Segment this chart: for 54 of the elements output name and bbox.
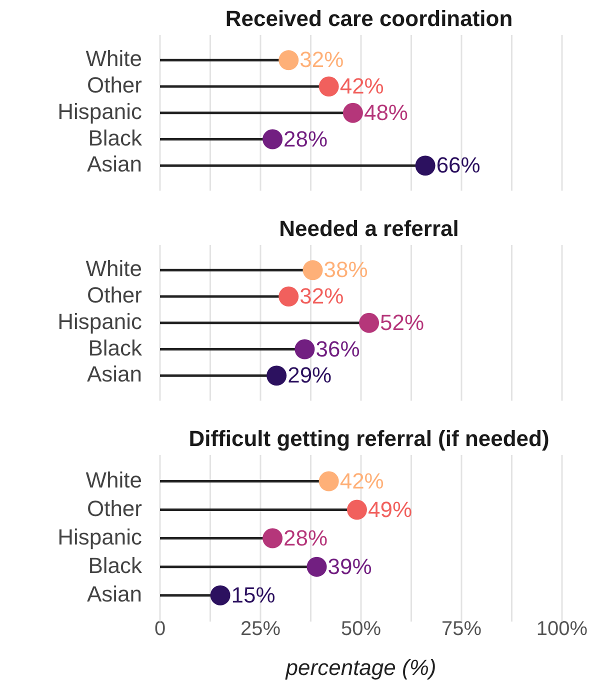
y-tick-label: Asian bbox=[86, 362, 142, 387]
chart-title: Received care coordination bbox=[225, 6, 513, 32]
y-tick-label: Asian bbox=[86, 581, 142, 606]
data-label: 66% bbox=[436, 152, 480, 178]
point bbox=[262, 528, 283, 548]
data-label: 39% bbox=[328, 554, 372, 579]
data-label: 38% bbox=[324, 257, 368, 282]
data-label: 15% bbox=[231, 582, 276, 608]
chart-title: Needed a referral bbox=[279, 216, 459, 242]
x-axis-title: percentage (%) bbox=[284, 654, 436, 680]
data-label: 28% bbox=[284, 126, 328, 152]
y-tick-label: Other bbox=[86, 282, 142, 308]
point bbox=[302, 260, 323, 280]
data-label: 32% bbox=[300, 47, 344, 72]
y-tick-label: Black bbox=[88, 125, 143, 150]
y-tick-label: Hispanic bbox=[58, 98, 142, 124]
data-label: 36% bbox=[316, 336, 360, 362]
point bbox=[359, 312, 380, 333]
x-tick-label: 50% bbox=[340, 618, 382, 640]
point bbox=[318, 76, 339, 97]
point bbox=[318, 471, 339, 492]
y-tick-label: Other bbox=[86, 72, 142, 98]
data-label: 42% bbox=[340, 74, 384, 99]
point bbox=[342, 102, 363, 123]
y-tick-label: White bbox=[86, 467, 142, 492]
x-tick-label: 0 bbox=[154, 618, 166, 640]
point bbox=[210, 585, 230, 606]
point bbox=[266, 366, 287, 386]
data-label: 29% bbox=[288, 362, 332, 388]
point bbox=[278, 50, 299, 70]
y-tick-label: White bbox=[86, 256, 142, 282]
data-label: 28% bbox=[284, 525, 328, 550]
x-tick-label: 25% bbox=[240, 618, 281, 640]
x-tick-label: 100% bbox=[536, 618, 588, 640]
y-tick-label: Other bbox=[86, 496, 142, 521]
y-tick-label: Black bbox=[88, 335, 143, 360]
chart-title: Difficult getting referral (if needed) bbox=[188, 426, 550, 452]
y-tick-label: Hispanic bbox=[58, 308, 142, 334]
point bbox=[306, 556, 327, 577]
point bbox=[415, 156, 436, 176]
y-tick-label: Hispanic bbox=[58, 524, 142, 550]
data-label: 32% bbox=[300, 284, 344, 309]
y-tick-label: Black bbox=[88, 552, 143, 578]
point bbox=[346, 500, 367, 520]
data-label: 52% bbox=[380, 310, 424, 335]
point bbox=[278, 286, 299, 307]
y-tick-label: Asian bbox=[86, 152, 142, 177]
x-tick-label: 75% bbox=[441, 618, 482, 640]
point bbox=[262, 129, 283, 150]
data-label: 49% bbox=[368, 496, 412, 522]
point bbox=[294, 339, 315, 360]
data-label: 42% bbox=[340, 468, 384, 494]
data-label: 48% bbox=[364, 100, 408, 125]
y-tick-label: White bbox=[86, 46, 142, 72]
